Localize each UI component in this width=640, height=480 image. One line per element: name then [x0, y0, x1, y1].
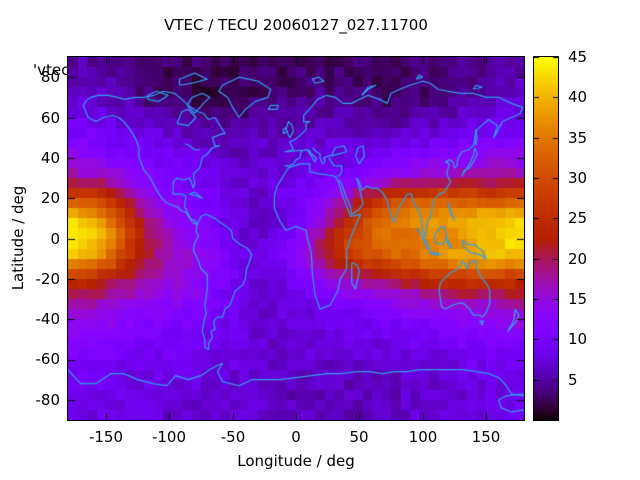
- y-tick-label: -80: [35, 391, 61, 409]
- y-axis-label: Latitude / deg: [9, 185, 27, 291]
- y-tick-label: -40: [35, 310, 61, 328]
- key-label: 'vtec_: [33, 61, 77, 79]
- x-tick-label: 150: [471, 428, 501, 446]
- x-tick-label: -150: [88, 428, 124, 446]
- x-axis-label: Longitude / deg: [237, 452, 355, 470]
- x-tick-label: 100: [408, 428, 438, 446]
- colorbar-tick-label: 45: [568, 48, 588, 66]
- x-tick-label: 0: [291, 428, 301, 446]
- y-tick-label: 20: [40, 189, 60, 207]
- x-tick-label: -100: [151, 428, 187, 446]
- heatmap-canvas: [68, 57, 524, 420]
- plot-area: [67, 56, 525, 421]
- colorbar-canvas: [534, 57, 558, 420]
- colorbar-tick-label: 5: [568, 371, 578, 389]
- colorbar-tick-label: 25: [568, 209, 588, 227]
- x-tick-label: 50: [349, 428, 369, 446]
- y-tick-label: 80: [40, 68, 60, 86]
- colorbar-tick-label: 10: [568, 330, 588, 348]
- colorbar-tick-label: 30: [568, 169, 588, 187]
- colorbar-tick-label: 20: [568, 250, 588, 268]
- y-tick-label: 60: [40, 109, 60, 127]
- colorbar-tick-label: 40: [568, 88, 588, 106]
- y-tick-label: 40: [40, 149, 60, 167]
- y-tick-label: -20: [35, 270, 61, 288]
- y-tick-label: 0: [50, 230, 60, 248]
- colorbar: [533, 56, 559, 421]
- colorbar-tick-label: 35: [568, 129, 588, 147]
- colorbar-tick-label: 15: [568, 290, 588, 308]
- y-tick-label: -60: [35, 350, 61, 368]
- chart-title: VTEC / TECU 20060127_027.11700: [164, 16, 428, 34]
- x-tick-label: -50: [220, 428, 246, 446]
